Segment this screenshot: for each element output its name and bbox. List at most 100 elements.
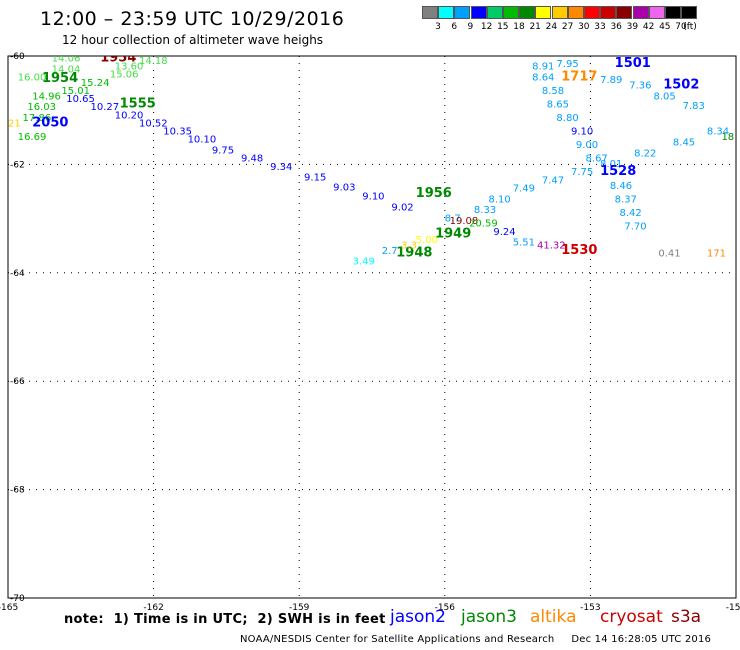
legend-color-swatch <box>648 6 665 19</box>
swh-value-label: 9.75 <box>212 146 234 157</box>
legend-tick-label: 21 <box>529 22 541 32</box>
legend-color-swatch <box>551 6 568 19</box>
swh-value-label: 9.00 <box>576 140 598 151</box>
legend-altika: altika <box>530 607 577 627</box>
swh-value-label: 9.48 <box>241 154 263 165</box>
map-title: 12:00 – 23:59 UTC 10/29/2016 <box>40 8 345 30</box>
longitude-tick-label: -162 <box>143 603 163 613</box>
swh-value-label: 8.42 <box>620 208 642 219</box>
swh-value-label: 3.3 <box>401 240 417 251</box>
swh-value-label: 10.27 <box>91 102 120 113</box>
swh-value-label: 21 <box>8 118 21 129</box>
swh-value-label: 8.37 <box>615 194 637 205</box>
latitude-tick-label: -66 <box>10 377 25 387</box>
longitude-tick-label: -156 <box>435 603 456 613</box>
legend-color-swatch <box>584 6 600 19</box>
swh-value-label: 7.95 <box>556 59 578 70</box>
swh-value-label: 8.22 <box>634 148 656 159</box>
swh-value-label: 8.7 <box>445 213 461 224</box>
swh-value-label: 15.06 <box>110 70 139 81</box>
legend-tick-label: 45 <box>659 22 671 32</box>
swh-value-label: 7.83 <box>683 101 705 112</box>
swh-value-label: 14.04 <box>52 64 81 75</box>
latitude-tick-label: -70 <box>10 594 25 604</box>
legend-color-swatch <box>422 6 438 19</box>
swh-value-label: 2.7 <box>382 246 398 257</box>
swh-value-label: 5.00 <box>416 235 438 246</box>
swh-value-label: 10.52 <box>139 118 168 129</box>
swh-value-label: 8.65 <box>547 99 569 110</box>
legend-tick-label: 12 <box>480 22 493 32</box>
legend-color-swatch <box>567 6 584 19</box>
swh-value-label: 8.80 <box>556 113 578 124</box>
swh-value-label: 8.34 <box>707 127 729 138</box>
swh-value-label: 5.51 <box>513 238 535 249</box>
swh-value-label: 16.03 <box>27 102 56 113</box>
swh-value-label: 41.32 <box>537 240 566 251</box>
swh-value-label: 14.06 <box>52 53 81 64</box>
swh-value-label: 9.24 <box>493 227 515 238</box>
swh-value-label: 8.05 <box>653 91 675 102</box>
legend-tick-label: 9 <box>467 22 474 32</box>
swh-value-label: 7.47 <box>542 175 564 186</box>
map-subtitle: 12 hour collection of altimeter wave hei… <box>62 33 324 47</box>
swh-value-label: 9.03 <box>333 182 355 193</box>
swh-value-label: 19.08 <box>450 216 479 227</box>
legend-tick-label: 70 <box>675 22 687 32</box>
swh-value-label: 8.10 <box>488 194 510 205</box>
track-time-label: 2050 <box>32 115 68 130</box>
legend-tick-label: 39 <box>626 22 639 32</box>
track-time-label: 1717 <box>561 69 597 84</box>
latitude-tick-label: -64 <box>10 269 25 279</box>
swh-value-label: 7.75 <box>571 167 593 178</box>
legend-s3a: s3a <box>671 607 702 627</box>
swh-value-label: 10.35 <box>163 127 192 138</box>
legend-tick-label: 24 <box>545 22 558 32</box>
legend-tick-label: 36 <box>610 22 622 32</box>
legend-tick-label: 33 <box>594 22 606 32</box>
track-time-label: 1954 <box>42 71 78 86</box>
latitude-tick-label: -62 <box>10 160 25 170</box>
legend-color-swatch <box>632 6 649 19</box>
legend-tick-label: 27 <box>561 22 574 32</box>
legend-tick-label: 30 <box>578 22 590 32</box>
swh-value-label: 14.96 <box>32 91 61 102</box>
swh-value-label: 14.18 <box>139 56 168 67</box>
footer-note: note: 1) Time is in UTC; 2) SWH is in fe… <box>64 612 386 627</box>
legend-jason2: jason2 <box>390 607 446 627</box>
track-time-label: 1528 <box>600 164 636 179</box>
swh-value-label: 7.36 <box>629 81 651 92</box>
legend-jason3: jason3 <box>461 607 517 627</box>
legend-tick-label: 15 <box>497 22 509 32</box>
swh-value-label: 16.00 <box>18 72 47 83</box>
swh-value-label: 8.33 <box>474 205 496 216</box>
swh-value-label: 8.01 <box>600 159 622 170</box>
track-time-label: 1954 <box>100 50 136 65</box>
swh-value-label: 9.02 <box>391 202 413 213</box>
swh-value-label: 10.20 <box>115 110 144 121</box>
swh-value-label: 8.45 <box>673 137 695 148</box>
swh-value-label: 13.60 <box>115 62 144 73</box>
legend-color-swatch <box>600 6 617 19</box>
swh-value-label: 9.34 <box>270 162 292 173</box>
swh-value-label: 10.10 <box>188 135 217 146</box>
swh-value-label: 8.46 <box>610 181 632 192</box>
latitude-tick-label: -68 <box>10 486 25 496</box>
legend-color-swatch <box>665 6 681 19</box>
swh-value-label: 10.65 <box>66 94 95 105</box>
swh-value-label: 7.89 <box>600 75 622 86</box>
legend-tick-label: 42 <box>642 22 655 32</box>
swh-value-label: 0.41 <box>658 249 680 260</box>
swh-value-label: 9.10 <box>362 192 384 203</box>
track-time-label: 1501 <box>615 56 651 71</box>
map-frame <box>7 55 737 599</box>
swh-value-label: 18 <box>721 132 734 143</box>
swh-value-label: 3.49 <box>353 257 375 268</box>
legend-tick-label: 18 <box>513 22 525 32</box>
swh-value-label: 15.24 <box>81 78 110 89</box>
longitude-tick-label: -153 <box>580 603 600 613</box>
swh-value-label: 16.69 <box>18 132 47 143</box>
swh-value-label: 9.15 <box>304 173 326 184</box>
